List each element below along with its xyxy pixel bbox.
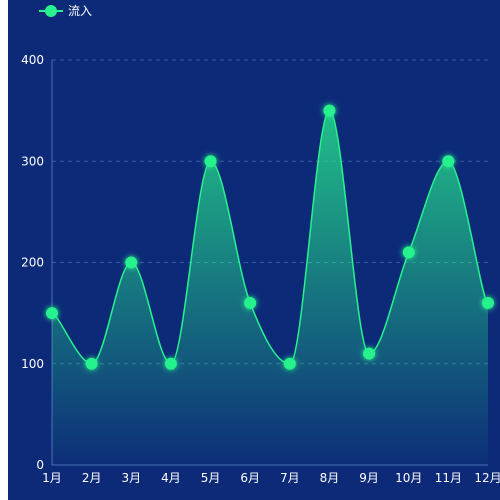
- x-tick-label: 5月: [201, 471, 221, 485]
- legend-label: 流入: [68, 4, 92, 18]
- x-tick-label: 9月: [359, 471, 379, 485]
- data-point[interactable]: [244, 297, 257, 309]
- legend-dot-marker: [45, 5, 57, 17]
- x-tick-label: 10月: [395, 471, 422, 485]
- x-tick-label: 2月: [82, 471, 102, 485]
- data-point[interactable]: [85, 357, 98, 370]
- area-chart: 流入 0 100 200 300 400 1月 2月 3月 4月 5月 6月 7月 8月 9月 10月 11…: [21, 4, 500, 485]
- y-tick-labels: 0 100 200 300 400: [21, 53, 44, 472]
- data-point[interactable]: [323, 104, 336, 117]
- data-point[interactable]: [283, 357, 296, 370]
- data-point[interactable]: [482, 297, 494, 309]
- series-area: [52, 110, 488, 465]
- y-tick-label: 200: [21, 256, 44, 270]
- y-tick-label: 400: [21, 53, 44, 67]
- data-point[interactable]: [164, 357, 177, 370]
- data-point[interactable]: [363, 347, 376, 360]
- x-tick-label: 11月: [435, 471, 462, 485]
- y-tick-label: 100: [21, 357, 44, 371]
- x-tick-label: 7月: [280, 471, 300, 485]
- y-tick-label: 300: [21, 154, 44, 168]
- x-tick-label: 12月: [474, 471, 500, 485]
- x-tick-label: 4月: [161, 471, 181, 485]
- series-area-fill: [52, 110, 488, 465]
- series-points: [46, 104, 494, 370]
- x-tick-label: 6月: [240, 471, 260, 485]
- x-tick-label: 3月: [121, 471, 141, 485]
- x-tick-label: 8月: [320, 471, 340, 485]
- data-point[interactable]: [204, 155, 217, 168]
- x-tick-label: 1月: [42, 471, 62, 485]
- data-point[interactable]: [125, 256, 138, 269]
- data-point[interactable]: [442, 155, 455, 168]
- legend[interactable]: 流入: [39, 4, 92, 18]
- x-tick-labels: 1月 2月 3月 4月 5月 6月 7月 8月 9月 10月 11月 12月: [42, 471, 500, 485]
- data-point[interactable]: [46, 307, 58, 320]
- chart-container: 流入 0 100 200 300 400 1月 2月 3月 4月 5月 6月 7月 8月 9月 10月 11…: [8, 0, 500, 500]
- data-point[interactable]: [402, 246, 415, 259]
- y-tick-label: 0: [36, 458, 44, 472]
